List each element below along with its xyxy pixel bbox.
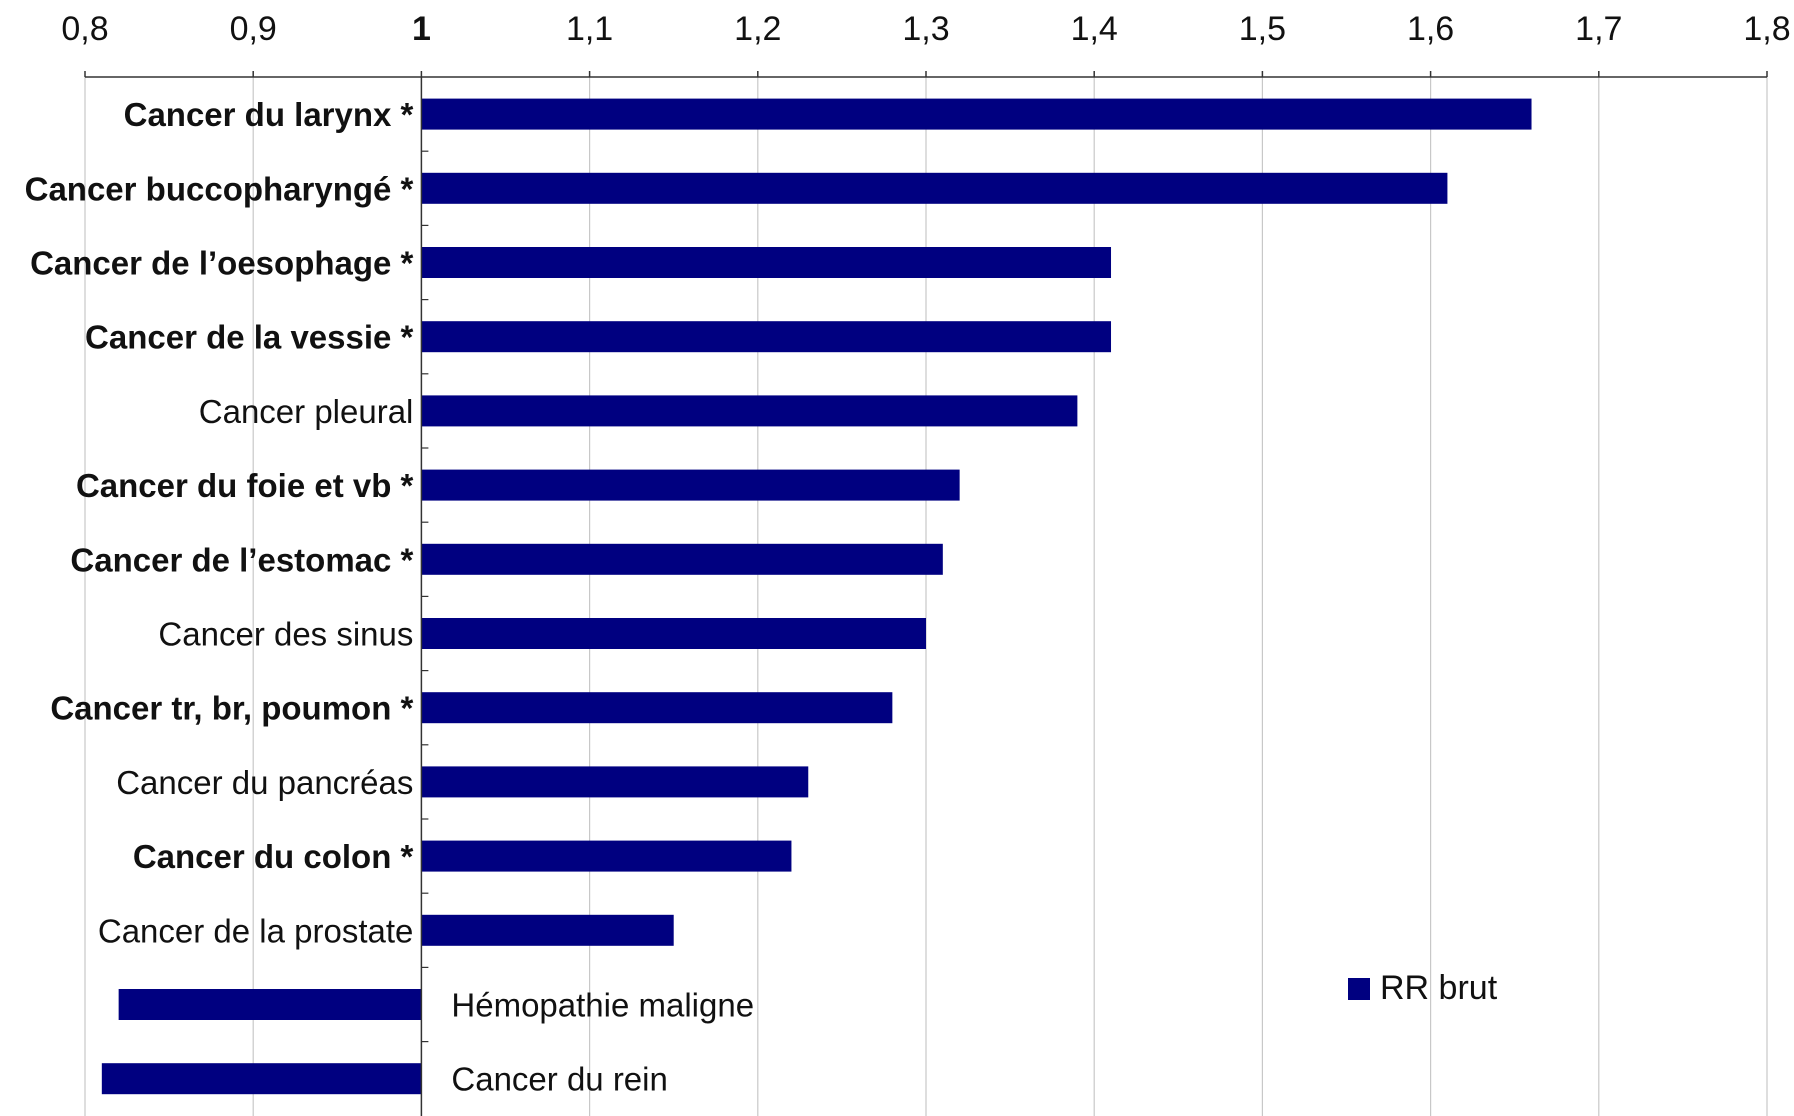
bar	[421, 914, 674, 946]
category-label: Cancer de l’oesophage *	[30, 245, 413, 282]
bar	[421, 469, 960, 501]
category-label: Cancer du rein	[451, 1061, 667, 1098]
category-label: Cancer du pancréas	[116, 764, 413, 801]
category-label: Cancer de la prostate	[98, 912, 414, 949]
category-label: Hémopathie maligne	[451, 987, 754, 1024]
x-tick-label: 1,2	[734, 10, 781, 48]
category-label: Cancer de l’estomac *	[70, 541, 413, 578]
x-tick-label: 1,3	[902, 10, 949, 48]
category-label: Cancer tr, br, poumon *	[50, 690, 413, 727]
x-tick-label: 1,1	[566, 10, 613, 48]
x-tick-label: 1,7	[1575, 10, 1622, 48]
bar	[118, 989, 422, 1020]
bar	[421, 692, 893, 724]
x-tick-label: 1,5	[1239, 10, 1286, 48]
category-ticks	[421, 150, 429, 1043]
x-tick-label: 1,8	[1743, 10, 1790, 48]
category-label: Cancer de la vessie *	[85, 319, 414, 356]
bars-series	[101, 98, 1532, 1095]
x-tick-label: 0,9	[230, 10, 277, 48]
legend-swatch	[1348, 978, 1370, 1000]
x-tick-label: 1,4	[1071, 10, 1118, 48]
category-label: Cancer des sinus	[158, 616, 413, 653]
category-labels: Cancer du larynx * Cancer buccopharyngé *…	[25, 96, 754, 1098]
x-tick-label: 0,8	[61, 10, 108, 48]
bar	[421, 321, 1112, 353]
x-tick-label: 1	[412, 10, 431, 48]
bar	[421, 247, 1112, 278]
bar	[421, 543, 943, 575]
legend: RR brut	[1348, 969, 1498, 1007]
category-label: Cancer buccopharyngé *	[25, 170, 414, 207]
category-label: Cancer du colon *	[133, 838, 414, 875]
bar	[421, 98, 1532, 130]
category-label: Cancer du foie et vb *	[76, 467, 414, 504]
bar	[421, 840, 792, 872]
x-tick-label: 1,6	[1407, 10, 1454, 48]
x-axis-ticks: 0,8 0,9 1 1,1 1,2 1,3 1,4 1,5 1,6 1,7 1,8	[61, 10, 1791, 77]
legend-label: RR brut	[1380, 969, 1498, 1007]
category-label: Cancer pleural	[199, 393, 414, 430]
gridlines	[84, 77, 1768, 1116]
bar	[421, 618, 926, 649]
category-label: Cancer du larynx *	[124, 96, 414, 133]
bar	[421, 766, 809, 798]
bar	[101, 1063, 422, 1095]
bar	[421, 395, 1078, 427]
bar	[421, 172, 1448, 204]
